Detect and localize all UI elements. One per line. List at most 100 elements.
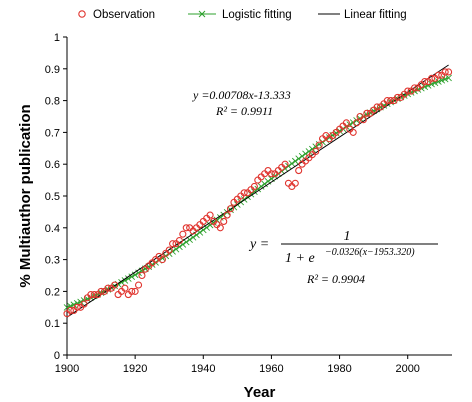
logistic-point <box>77 298 84 306</box>
logistic-point <box>254 185 262 193</box>
observation-point <box>220 217 228 225</box>
y-tick-label: 0.6 <box>45 159 60 171</box>
logistic-point <box>353 117 360 124</box>
observation-point <box>428 74 436 82</box>
observation-point <box>363 109 371 117</box>
logistic-point <box>217 214 224 221</box>
observation-point <box>73 303 81 311</box>
y-tick-label: 1 <box>54 32 60 44</box>
observation-point <box>383 97 391 105</box>
observation-point <box>421 77 429 86</box>
observation-point <box>223 211 231 219</box>
legend-observation-label: Observation <box>93 9 155 21</box>
observation-point <box>179 230 187 238</box>
legend: Observation Logistic fitting Linear fitt… <box>78 9 407 21</box>
observation-point <box>445 68 453 76</box>
logistic-point <box>291 157 299 165</box>
observation-point <box>90 291 98 299</box>
logistic-point <box>121 277 129 284</box>
axes: 0 0.1 0.2 0.3 0.4 0.5 0.6 0.7 0.8 0.9 1 1900 1920 194… <box>17 32 452 401</box>
logistic-point <box>445 74 452 82</box>
observation-point <box>104 284 112 292</box>
logistic-point <box>308 145 316 153</box>
observation-point <box>434 71 442 79</box>
logistic-point <box>176 243 183 251</box>
logistic-point <box>97 289 105 297</box>
observation-point <box>404 87 412 95</box>
y-axis-title: % Multiauthor publication <box>17 104 34 287</box>
observation-point <box>111 281 119 289</box>
logistic-point <box>128 273 136 281</box>
observation-point <box>312 147 320 156</box>
observation-point <box>138 271 146 280</box>
observation-point <box>134 281 143 289</box>
x-tick-label: 1900 <box>55 363 79 375</box>
legend-logistic-label: Logistic fitting <box>222 9 292 21</box>
observation-point <box>165 246 173 254</box>
x-tick-label: 1940 <box>191 363 215 375</box>
y-tick-label: 0.3 <box>45 255 60 267</box>
series-layer <box>63 64 453 318</box>
x-axis-title: Year <box>244 384 276 401</box>
logistic-point <box>285 162 292 170</box>
linear-r2-text: R² = 0.9911 <box>215 104 273 118</box>
logistic-point <box>435 78 442 85</box>
logistic-point <box>203 224 211 231</box>
observation-point <box>80 300 88 308</box>
observation-point <box>128 287 136 295</box>
observation-point <box>240 189 248 197</box>
observation-point <box>121 284 129 292</box>
observation-point <box>281 160 289 168</box>
y-tick-label: 0 <box>54 350 60 362</box>
logistic-point <box>257 183 265 190</box>
legend-linear-label: Linear fitting <box>344 9 407 21</box>
observation-point <box>359 116 367 124</box>
logistic-numerator-text: 1 <box>344 229 351 244</box>
observation-point <box>169 240 177 248</box>
logistic-point <box>70 301 78 309</box>
x-tick-label: 1920 <box>123 363 147 375</box>
logistic-point <box>261 180 268 188</box>
logistic-point <box>131 271 139 279</box>
x-tick-label: 2000 <box>395 363 419 375</box>
logistic-point <box>428 80 435 88</box>
logistic-point <box>305 148 313 155</box>
observation-point <box>267 170 275 178</box>
observation-point <box>291 179 299 187</box>
observation-point <box>66 306 74 315</box>
observation-point <box>226 205 235 213</box>
logistic-r2-text: R² = 0.9904 <box>306 272 365 286</box>
logistic-point <box>169 248 176 255</box>
logistic-exponent-text: −0.0326(x−1953.320) <box>325 247 415 258</box>
observation-point <box>131 287 139 295</box>
legend-observation-marker <box>78 10 86 18</box>
observation-point <box>158 256 166 264</box>
observation-point <box>182 224 190 232</box>
observation-point <box>349 128 357 136</box>
y-tick-label: 0.4 <box>45 223 60 235</box>
logistic-point <box>63 304 71 311</box>
y-tick-label: 0.7 <box>45 127 60 139</box>
observation-point <box>295 167 303 175</box>
linear-equation-text: y =0.00708x-13.333 <box>192 88 291 102</box>
logistic-point <box>172 245 180 253</box>
observation-point <box>373 103 381 111</box>
observation-point <box>387 97 395 105</box>
logistic-point <box>326 134 333 141</box>
logistic-point <box>80 297 88 304</box>
observation-point <box>87 291 95 299</box>
x-tick-label: 1980 <box>327 363 351 375</box>
observation-point <box>441 68 449 76</box>
observation-point <box>216 224 224 232</box>
observation-point <box>97 287 105 295</box>
observation-point <box>410 84 419 92</box>
logistic-point <box>288 160 296 167</box>
observation-point <box>353 119 361 127</box>
logistic-point <box>295 155 302 162</box>
logistic-equation: y = 1 1 + e −0.0326(x−1953.320) R² = 0.9… <box>248 229 438 286</box>
observation-point <box>206 211 214 219</box>
logistic-point <box>251 188 258 195</box>
observation-point <box>175 236 183 245</box>
observation-point <box>250 182 258 191</box>
